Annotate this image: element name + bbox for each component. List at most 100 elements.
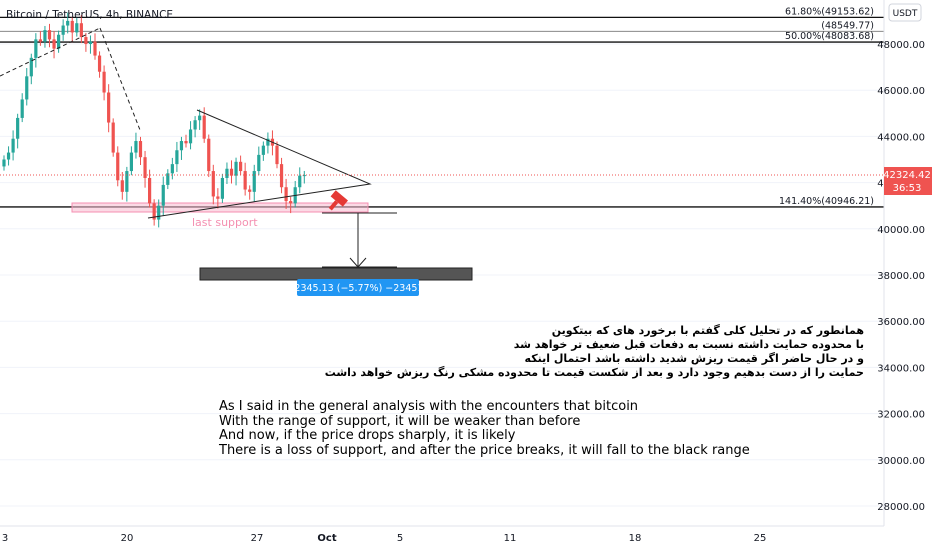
english-line: There is a loss of support, and after th… bbox=[219, 442, 750, 458]
candle bbox=[166, 169, 170, 190]
candle bbox=[88, 35, 93, 54]
persian-line: همانطور که در تحلیل کلی گفتم با برخورد ه… bbox=[551, 324, 864, 337]
time-tick-label: 20 bbox=[121, 533, 134, 544]
candle bbox=[302, 170, 306, 184]
candle bbox=[125, 166, 129, 202]
countdown-value: 36:53 bbox=[893, 183, 922, 194]
currency-label[interactable]: USDT bbox=[893, 9, 918, 19]
candle bbox=[107, 84, 111, 133]
candle bbox=[93, 33, 97, 60]
dashed-trend-up bbox=[0, 27, 101, 77]
time-tick-label: 18 bbox=[629, 533, 642, 544]
level-label: 61.80%(49153.62) bbox=[785, 6, 874, 17]
level-label: (48549.77) bbox=[821, 20, 874, 31]
candle bbox=[34, 33, 38, 68]
english-line: With the range of support, it will be we… bbox=[219, 413, 581, 429]
candle bbox=[38, 31, 42, 46]
price-tick-label: 32000.00 bbox=[877, 410, 925, 421]
candles bbox=[2, 12, 306, 228]
price-tick-label: 46000.00 bbox=[877, 86, 925, 97]
candle bbox=[61, 19, 65, 41]
price-tick-label: 48000.00 bbox=[877, 40, 925, 51]
candle bbox=[70, 16, 74, 43]
candle bbox=[184, 134, 188, 148]
candle bbox=[248, 185, 252, 200]
candle bbox=[207, 134, 211, 178]
measure-text: −2345.13 (−5.77%) −234513 bbox=[286, 283, 429, 294]
candle bbox=[225, 162, 229, 184]
candle bbox=[75, 16, 79, 37]
candle bbox=[243, 162, 247, 196]
candle bbox=[66, 12, 70, 34]
persian-analysis-text: همانطور که در تحلیل کلی گفتم با برخورد ه… bbox=[324, 324, 864, 380]
price-tick-label: 34000.00 bbox=[877, 363, 925, 374]
candle bbox=[47, 23, 52, 48]
price-tick-label: 30000.00 bbox=[877, 456, 925, 467]
candle bbox=[175, 141, 179, 172]
candle bbox=[129, 146, 133, 176]
candle bbox=[252, 164, 256, 202]
candle bbox=[43, 25, 47, 48]
candle bbox=[157, 199, 161, 228]
price-tick-label: 36000.00 bbox=[877, 317, 925, 328]
candle bbox=[138, 136, 143, 166]
time-tick-label: 11 bbox=[504, 533, 517, 544]
measure-label: −2345.13 (−5.77%) −234513 bbox=[286, 279, 430, 296]
persian-line: و در حال حاضر اگر قیمت ریزش شدید داشته ب… bbox=[524, 352, 864, 365]
candle bbox=[193, 116, 197, 138]
candle bbox=[57, 30, 61, 53]
time-tick-label: 3 bbox=[2, 533, 8, 544]
triangle-pattern bbox=[147, 109, 372, 219]
persian-line: حمایت را از دست بدهیم وجود دارد و بعد از… bbox=[324, 366, 864, 379]
candle bbox=[25, 68, 29, 106]
last-price-value: 42324.42 bbox=[883, 170, 931, 181]
candle bbox=[2, 155, 6, 171]
candle bbox=[143, 150, 147, 188]
time-tick-label: 25 bbox=[754, 533, 767, 544]
time-tick-label: Oct bbox=[317, 533, 336, 544]
candle bbox=[116, 146, 120, 187]
price-tick-label: 40000.00 bbox=[877, 225, 925, 236]
candle bbox=[84, 32, 88, 52]
candle bbox=[257, 146, 261, 176]
candle bbox=[6, 146, 11, 166]
candle bbox=[188, 121, 193, 150]
zones bbox=[71, 202, 473, 281]
candle bbox=[298, 167, 302, 194]
target-zone bbox=[199, 267, 473, 281]
dashed-trend-down bbox=[99, 27, 141, 131]
candle bbox=[220, 173, 224, 203]
candle bbox=[111, 118, 115, 157]
price-tick-label: 28000.00 bbox=[877, 502, 925, 513]
candle bbox=[52, 31, 56, 59]
time-axis-bg bbox=[0, 526, 932, 550]
candle bbox=[16, 113, 20, 149]
candle bbox=[279, 157, 284, 194]
candle bbox=[261, 141, 265, 161]
hammer-icon bbox=[328, 190, 348, 211]
last-price-badge: 42324.42 36:53 bbox=[883, 167, 932, 195]
candle bbox=[216, 188, 220, 209]
candle bbox=[20, 93, 24, 123]
time-tick-label: 5 bbox=[397, 533, 403, 544]
chart-title: Bitcoin / TetherUS, 4h, BINANCE bbox=[6, 9, 173, 21]
candle bbox=[97, 51, 102, 78]
candle bbox=[170, 157, 174, 180]
candle bbox=[289, 196, 293, 214]
time-axis-ticks: 3 20 27 Oct 5 11 18 25 bbox=[2, 533, 767, 544]
price-tick-label: 44000.00 bbox=[877, 132, 925, 143]
candle bbox=[148, 169, 152, 208]
candle bbox=[11, 130, 15, 161]
candle bbox=[102, 65, 106, 101]
candle bbox=[239, 155, 243, 176]
candle bbox=[229, 160, 234, 184]
level-label: 50.00%(48083.68) bbox=[785, 31, 874, 42]
horizontal-levels: 61.80%(49153.62) (48549.77)50.00%(48083.6… bbox=[0, 6, 884, 208]
candle bbox=[266, 132, 270, 154]
candle bbox=[284, 178, 288, 209]
currency-button[interactable]: USDT bbox=[888, 3, 922, 22]
price-tick-label: 38000.00 bbox=[877, 271, 925, 282]
support-zone bbox=[71, 202, 369, 213]
level-label: 141.40%(40946.21) bbox=[779, 196, 874, 207]
candle bbox=[198, 109, 202, 130]
